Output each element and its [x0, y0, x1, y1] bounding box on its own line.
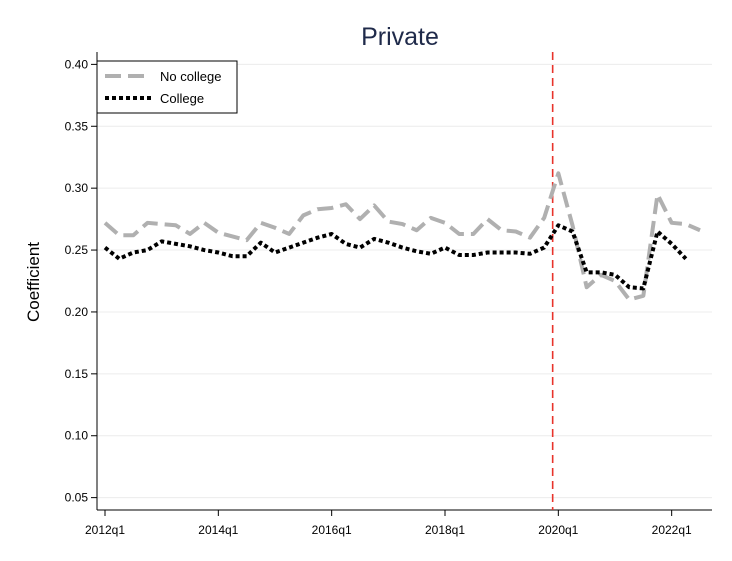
x-tick-label: 2012q1: [85, 523, 125, 537]
series-lines: [103, 171, 701, 302]
grid-lines: [97, 63, 712, 499]
y-tick-label: 0.25: [65, 243, 89, 257]
y-axis-title: Coefficient: [24, 242, 43, 322]
legend: No college College: [96, 60, 238, 114]
legend-label: College: [160, 91, 204, 106]
x-tick-label: 2020q1: [538, 523, 578, 537]
x-tick-label: 2022q1: [652, 523, 692, 537]
legend-box: [96, 60, 238, 114]
y-tick-label: 0.20: [65, 305, 89, 319]
x-tick-label: 2014q1: [198, 523, 238, 537]
chart-title: Private: [361, 23, 439, 51]
axes: 0.05 0.10 0.15 0.20 0.25 0.30 0.35 0.40 2012q1 20…: [65, 52, 712, 537]
y-tick-label: 0.40: [65, 57, 89, 71]
y-tick-label: 0.35: [65, 119, 89, 133]
y-tick-label: 0.15: [65, 367, 89, 381]
y-tick-label: 0.10: [65, 429, 89, 443]
series-line-college: [103, 223, 688, 291]
y-tick-label: 0.30: [65, 181, 89, 195]
legend-label: No college: [160, 69, 221, 84]
series-line-no-college: [103, 171, 701, 302]
y-tick-label: 0.05: [65, 491, 89, 505]
x-tick-label: 2016q1: [312, 523, 352, 537]
x-tick-label: 2018q1: [425, 523, 465, 537]
